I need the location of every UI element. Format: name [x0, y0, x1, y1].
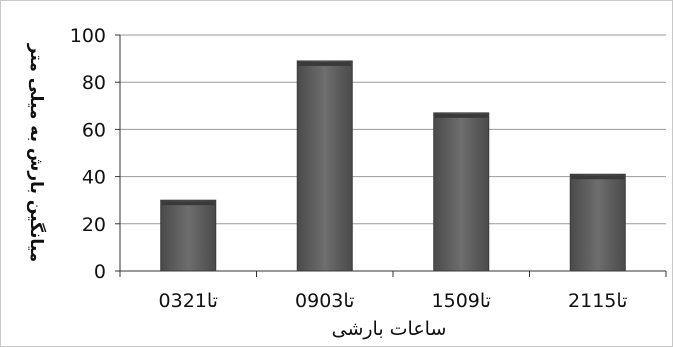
bar-top-bevel [161, 201, 215, 206]
y-tick-label: 80 [82, 72, 106, 94]
y-tick-labels: 0 20 40 60 80 100 [70, 25, 106, 283]
bar [160, 199, 217, 272]
bar-top-bevel [571, 175, 625, 180]
x-tick-label: 21تا15 [568, 290, 627, 312]
x-tick-label: 15تا09 [432, 290, 491, 312]
y-axis-title: میانگین بارش به میلی متر [26, 43, 47, 262]
bars [160, 60, 626, 272]
x-tick-label: 03تا21 [159, 290, 218, 312]
bar-top-bevel [298, 61, 352, 66]
y-tick-label: 40 [82, 167, 106, 189]
x-tick-label: 09تا03 [295, 290, 354, 312]
y-tick-label: 60 [82, 119, 106, 141]
y-tick-label: 100 [70, 25, 106, 47]
y-tick-label: 0 [94, 261, 106, 283]
x-tick-labels: 03تا21 09تا03 15تا09 21تا15 [159, 290, 628, 312]
x-axis-title: ساعات بارشی [332, 318, 447, 340]
y-tick-label: 20 [82, 214, 106, 236]
bar [569, 173, 626, 272]
bar [296, 60, 353, 272]
bar-top-bevel [434, 113, 488, 118]
bar [433, 112, 490, 272]
